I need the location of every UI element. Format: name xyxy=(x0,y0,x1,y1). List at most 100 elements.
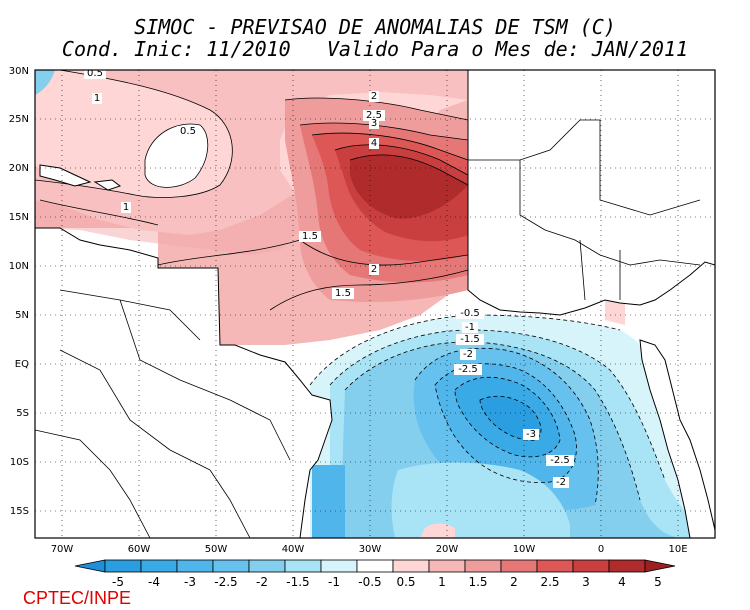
colorbar-level-label: 4 xyxy=(618,575,626,589)
contour-value-label: -1.5 xyxy=(456,334,484,345)
colorbar-left-arrow xyxy=(74,559,106,573)
lat-tick-label: 25N xyxy=(9,114,29,125)
colorbar-level-label: 1.5 xyxy=(468,575,487,589)
colorbar-level-label: -1 xyxy=(328,575,340,589)
colorbar-level-label: -5 xyxy=(112,575,124,589)
map-plot-area: 0.5 1 0.5 1 2 2.53 4 1.5 2 1.5 -0.5 -1-1.5 -2 -2.5 -3 -… xyxy=(35,68,715,538)
colorbar-right-arrow xyxy=(644,559,676,573)
colorbar-bin xyxy=(356,559,394,573)
contour-value-label: 1.5 xyxy=(332,288,354,299)
colorbar-level-label: -4 xyxy=(148,575,160,589)
lon-tick-label: 70W xyxy=(51,544,74,555)
colorbar-level-label: -1.5 xyxy=(286,575,309,589)
country-borders xyxy=(35,119,701,538)
africa-southwest-coast xyxy=(639,339,715,538)
lat-tick-label: 10S xyxy=(10,457,29,468)
colorbar-level-label: -0.5 xyxy=(358,575,381,589)
lon-tick-label: 10W xyxy=(513,544,536,555)
colorbar-bin xyxy=(608,559,646,573)
colorbar-bin xyxy=(536,559,574,573)
svg-text:2: 2 xyxy=(371,264,377,275)
contour-value-label: 0.5 xyxy=(84,68,106,79)
svg-text:1: 1 xyxy=(123,202,129,213)
colorbar-bin xyxy=(572,559,610,573)
plot-frame xyxy=(34,69,716,539)
colorbar-bin xyxy=(248,559,286,573)
map-title: SIMOC - PREVISAO DE ANOMALIAS DE TSM (C) xyxy=(134,15,616,39)
svg-text:-2.5: -2.5 xyxy=(458,364,478,375)
svg-text:-3: -3 xyxy=(526,429,536,440)
longitude-axis: 70W 60W 50W 40W 30W 20W 10W 0 10E xyxy=(51,544,688,555)
colorbar-level-label: 2 xyxy=(510,575,518,589)
colorbar-level-label: 3 xyxy=(582,575,590,589)
svg-text:0.5: 0.5 xyxy=(87,68,103,79)
svg-text:1.5: 1.5 xyxy=(302,231,318,242)
svg-text:-2.5: -2.5 xyxy=(550,455,570,466)
land-masses xyxy=(35,70,715,538)
contour-value-label: -2 xyxy=(553,477,569,488)
contour-value-label: 1 xyxy=(121,202,131,213)
colorbar-bin xyxy=(104,559,142,573)
africa-landmass xyxy=(467,70,715,316)
south-america-landmass xyxy=(35,227,333,538)
contour-value-label: 1 xyxy=(92,93,102,104)
colorbar-level-label: 0.5 xyxy=(396,575,415,589)
lon-tick-label: 20W xyxy=(436,544,459,555)
colorbar-level-label: 5 xyxy=(654,575,662,589)
svg-text:-2: -2 xyxy=(463,349,473,360)
colorbar-bin xyxy=(392,559,430,573)
colorbar-bin xyxy=(176,559,214,573)
lon-tick-label: 0 xyxy=(598,544,604,555)
lon-tick-label: 60W xyxy=(128,544,151,555)
svg-text:1: 1 xyxy=(94,93,100,104)
contour-value-label: 1.5 xyxy=(299,231,321,242)
lat-tick-label: 20N xyxy=(9,163,29,174)
contour-value-label: 2 xyxy=(369,91,379,102)
colorbar-bin xyxy=(140,559,178,573)
contour-value-label: -2 xyxy=(460,349,476,360)
svg-text:-1.5: -1.5 xyxy=(460,334,480,345)
svg-text:-0.5: -0.5 xyxy=(460,308,480,319)
colorbar-bin xyxy=(464,559,502,573)
svg-text:4: 4 xyxy=(371,138,377,149)
map-subtitle: Cond. Inic: 11/2010 Valido Para o Mes de… xyxy=(61,37,689,61)
contour-value-label: 0.5 xyxy=(177,126,199,137)
warm-anomaly-field xyxy=(35,70,468,345)
svg-text:3: 3 xyxy=(371,118,377,129)
contour-value-label: 3 xyxy=(369,118,379,129)
cptec-inpe-credit: CPTEC/INPE xyxy=(23,588,132,608)
lat-tick-label: 15S xyxy=(10,506,29,517)
negative-contour-lines xyxy=(309,314,666,506)
hispaniola-island xyxy=(93,179,122,191)
latitude-axis: 30N 25N 20N 15N 10N 5N EQ 5S 10S 15S xyxy=(9,66,29,517)
lat-tick-label: 15N xyxy=(9,212,29,223)
contour-value-label: -0.5 xyxy=(456,308,484,319)
svg-text:-1: -1 xyxy=(465,322,475,333)
svg-text:1.5: 1.5 xyxy=(335,288,351,299)
svg-text:0.5: 0.5 xyxy=(180,126,196,137)
lat-tick-label: 10N xyxy=(9,261,29,272)
lon-tick-label: 30W xyxy=(359,544,382,555)
colorbar-bin xyxy=(212,559,250,573)
contour-value-label: 2 xyxy=(369,264,379,275)
lon-tick-label: 50W xyxy=(205,544,228,555)
colorbar-bin xyxy=(320,559,358,573)
lat-tick-label: EQ xyxy=(15,359,29,370)
lat-tick-label: 30N xyxy=(9,66,29,77)
contour-value-label: 2.5 xyxy=(363,110,385,121)
contour-label-group: 0.5 1 0.5 1 2 2.53 4 1.5 2 1.5 -0.5 -1-1.5 -2 -2.5 -3 -… xyxy=(84,68,574,488)
colorbar-bin xyxy=(284,559,322,573)
colorbar-level-label: 1 xyxy=(438,575,446,589)
lat-tick-label: 5S xyxy=(16,408,29,419)
lon-tick-label: 10E xyxy=(668,544,687,555)
svg-text:2: 2 xyxy=(371,91,377,102)
contour-value-label: -2.5 xyxy=(546,455,574,466)
svg-text:-2: -2 xyxy=(556,477,566,488)
colorbar-bin xyxy=(428,559,466,573)
contour-value-label: -1 xyxy=(462,322,478,333)
lat-tick-label: 5N xyxy=(15,310,29,321)
cuba-island xyxy=(39,164,92,187)
colorbar-level-label: -2 xyxy=(256,575,268,589)
colorbar-level-label: -2.5 xyxy=(214,575,237,589)
